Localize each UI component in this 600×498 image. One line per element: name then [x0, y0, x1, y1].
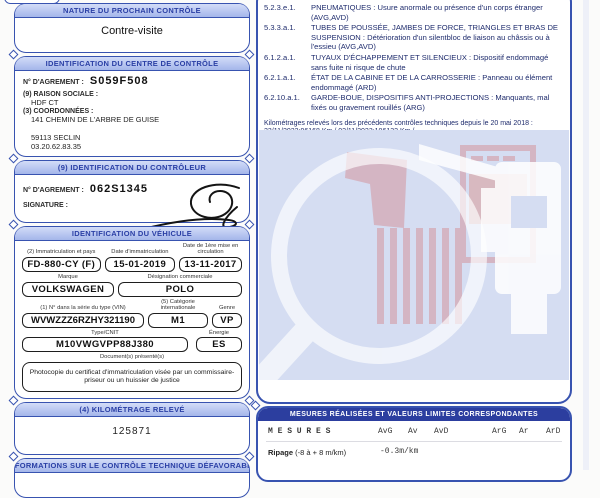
marque-field: VOLKSWAGEN: [22, 281, 114, 297]
centre-phone: 03.20.62.83.35: [31, 142, 82, 151]
box-junction-notch: [244, 49, 255, 60]
centre-address-line1: 141 CHEMIN DE L'ARBRE DE GUISE: [31, 115, 160, 124]
defect-item: 6.1.2.a.1. TUYAUX D'ÉCHAPPEMENT ET SILEN…: [264, 53, 564, 72]
defect-item: 5.3.3.a.1. TUBES DE POUSSÉE, JAMBES DE F…: [264, 23, 564, 52]
box-junction-notch: [8, 49, 19, 60]
section-header-nature: NATURE DU PROCHAIN CONTRÔLE: [15, 4, 249, 18]
genre-field: VP: [212, 312, 242, 328]
defect-code: 6.2.10.a.1.: [264, 93, 300, 103]
vin-label: (1) N° dans la série du type (VIN): [40, 304, 126, 311]
mesures-rows-label: M E S U R E S: [268, 427, 331, 436]
kilometrage-value: 125871: [112, 426, 152, 437]
section-kilometrage: (4) KILOMÉTRAGE RELEVÉ 125871: [14, 402, 250, 455]
controleur-agrement-value: 062S1345: [89, 183, 149, 195]
energie-field: ES: [196, 337, 242, 353]
energie-label: Énergie: [209, 329, 229, 336]
defect-text: GARDE-BOUE, DISPOSITIFS ANTI-PROJECTIONS…: [311, 93, 550, 112]
designation-field: POLO: [118, 281, 242, 297]
defect-item: 5.2.3.e.1. PNEUMATIQUES : Usure anormale…: [264, 3, 564, 22]
section-header-informations: INFORMATIONS SUR LE CONTRÔLE TECHNIQUE D…: [15, 459, 249, 473]
defect-text: TUYAUX D'ÉCHAPPEMENT ET SILENCIEUX : Dis…: [311, 52, 549, 72]
date-immat-label: Date d'immatriculation: [111, 249, 169, 256]
documents-label: Document(s) présenté(s): [99, 354, 165, 361]
vin-field: WVWZZZ6RZHY321190: [22, 312, 144, 328]
defect-list: 5.2.3.e.1. PNEUMATIQUES : Usure anormale…: [258, 0, 570, 113]
marque-label: Marque: [58, 273, 78, 280]
section-vehicule: IDENTIFICATION DU VÉHICULE (2) Immatricu…: [14, 226, 250, 399]
immat-field: FD-880-CY (F): [22, 256, 101, 272]
categorie-field: M1: [148, 312, 208, 328]
section-header-controleur: (9) IDENTIFICATION DU CONTRÔLEUR: [15, 161, 249, 175]
centre-coordonnees-label: (3) COORDONNÉES :: [23, 108, 94, 115]
cnit-field: M10VWGVPP88J380: [22, 337, 188, 353]
historique-line1: Kilométrages relevés lors des précédents…: [264, 119, 533, 127]
section-header-centre: IDENTIFICATION DU CENTRE DE CONTRÔLE: [15, 57, 249, 71]
ripage-value: -0.3m/km: [380, 447, 419, 456]
defect-code: 5.2.3.e.1.: [264, 3, 296, 12]
ripage-range: (-8 à + 8 m/km): [295, 448, 347, 457]
defect-item: 6.2.1.a.1. ÉTAT DE LA CABINE ET DE LA CA…: [264, 73, 564, 92]
designation-label: Désignation commerciale: [147, 273, 213, 280]
immat-label: (2) Immatriculation et pays: [27, 249, 96, 256]
section-header-vehicule: IDENTIFICATION DU VÉHICULE: [15, 227, 249, 241]
col-arg: ArG: [492, 427, 507, 436]
controle-technique-watermark-icon: [259, 144, 561, 380]
centre-address-line2: 59113 SECLIN: [31, 133, 81, 142]
page-edge-strip: [583, 0, 589, 470]
defect-text: TUBES DE POUSSÉE, JAMBES DE FORCE, TRIAN…: [311, 23, 558, 52]
section-header-kilometrage: (4) KILOMÉTRAGE RELEVÉ: [15, 403, 249, 417]
box-junction-notch: [244, 153, 255, 164]
box-junction-notch: [8, 395, 19, 406]
ripage-label: Ripage: [268, 448, 294, 457]
box-junction-notch: [8, 153, 19, 164]
section-informations-defavorable: INFORMATIONS SUR LE CONTRÔLE TECHNIQUE D…: [14, 458, 250, 498]
mesures-header-bar: MESURES RÉALISÉES ET VALEURS LIMITES COR…: [258, 408, 570, 421]
mesures-columns-row: M E S U R E S AvG Av AvD ArG Ar ArD: [266, 425, 562, 442]
prochain-controle-value: Contre-visite: [101, 25, 163, 37]
col-avd: AvD: [434, 427, 449, 436]
mesures-row-ripage: Ripage (-8 à + 8 m/km) -0.3m/km: [266, 447, 562, 461]
controleur-agrement-label: N° D'AGREMENT :: [23, 187, 84, 194]
date-mec-label: Date de 1ère mise en circulation: [182, 243, 239, 256]
date-immat-field: 15-01-2019: [104, 256, 176, 272]
defect-text: PNEUMATIQUES : Usure anormale ou présenc…: [311, 3, 543, 22]
defect-code: 6.2.1.a.1.: [264, 73, 296, 83]
controleur-signature-scribble: [142, 183, 240, 230]
controleur-signature-label: SIGNATURE :: [23, 202, 68, 209]
col-ar: Ar: [519, 427, 529, 436]
col-av: Av: [408, 427, 418, 436]
watermark-zone: [259, 130, 569, 380]
section-nature-prochain-controle: NATURE DU PROCHAIN CONTRÔLE Contre-visit…: [14, 3, 250, 53]
centre-agrement-value: S059F508: [89, 75, 149, 87]
defect-code: 5.3.3.a.1.: [264, 23, 296, 33]
date-mec-field: 13-11-2017: [179, 256, 242, 272]
defect-item: 6.2.10.a.1. GARDE-BOUE, DISPOSITIFS ANTI…: [264, 93, 564, 112]
col-avg: AvG: [378, 427, 393, 436]
section-controleur: (9) IDENTIFICATION DU CONTRÔLEUR N° D'AG…: [14, 160, 250, 230]
categorie-label: (5) Catégorie internationale: [160, 298, 196, 311]
panel-mesures: MESURES RÉALISÉES ET VALEURS LIMITES COR…: [256, 406, 572, 482]
centre-raison-value: HDF CT: [31, 98, 59, 107]
defect-text: ÉTAT DE LA CABINE ET DE LA CARROSSERIE :…: [311, 73, 553, 92]
centre-agrement-label: N° D'AGREMENT :: [23, 79, 84, 86]
col-ard: ArD: [546, 427, 561, 436]
section-centre-controle: IDENTIFICATION DU CENTRE DE CONTRÔLE N° …: [14, 56, 250, 157]
cnit-label: Type/CNIT: [91, 329, 119, 336]
genre-label: Genre: [218, 304, 236, 311]
box-junction-notch: [244, 451, 255, 462]
box-junction-notch: [8, 451, 19, 462]
centre-raison-label: (9) RAISON SOCIALE :: [23, 91, 99, 98]
panel-defauts-constates: 5.2.3.e.1. PNEUMATIQUES : Usure anormale…: [256, 0, 572, 404]
documents-field: Photocopie du certificat d'immatriculati…: [22, 361, 242, 392]
defect-code: 6.1.2.a.1.: [264, 52, 296, 62]
